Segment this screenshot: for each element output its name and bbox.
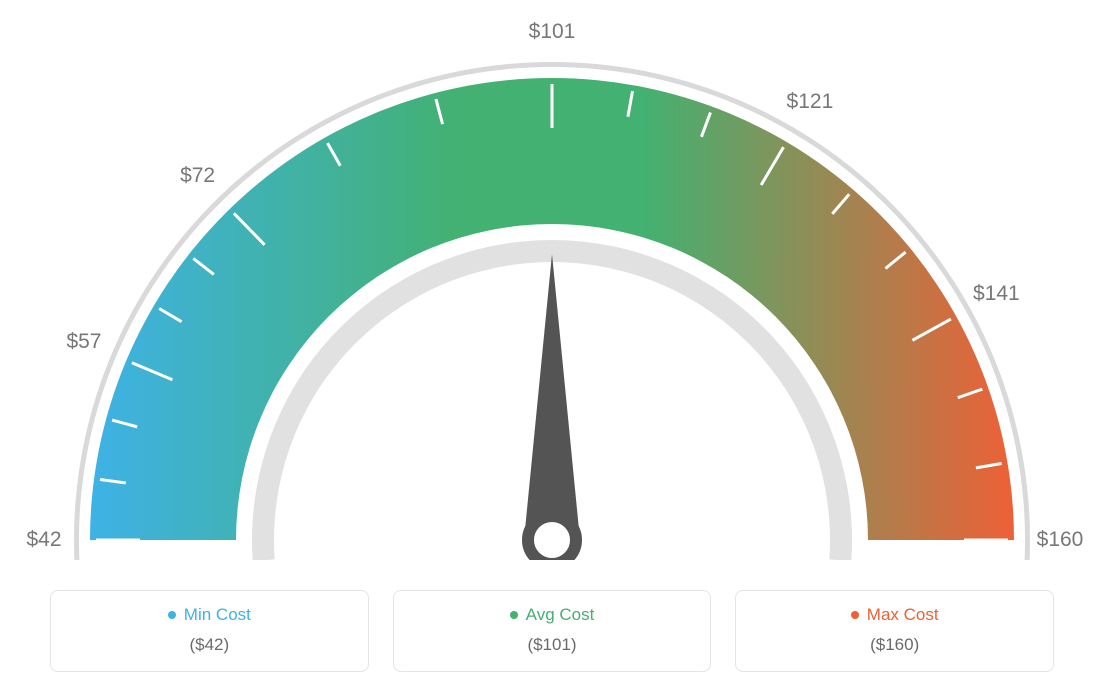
gauge-tick-label: $101 xyxy=(529,20,576,44)
gauge-tick-label: $57 xyxy=(66,330,101,354)
legend-dot-min xyxy=(168,611,176,619)
cost-gauge-chart: $42 $57 $72 $101 $121 $141 $160 xyxy=(0,0,1104,560)
legend-card-max: Max Cost ($160) xyxy=(735,590,1054,672)
gauge-tick-label: $121 xyxy=(787,90,834,114)
gauge-tick-label: $72 xyxy=(180,164,215,188)
legend-title-min: Min Cost xyxy=(184,605,251,625)
gauge-tick-label: $141 xyxy=(973,282,1020,306)
legend-value-avg: ($101) xyxy=(404,635,701,655)
gauge-hub xyxy=(528,516,576,560)
legend-card-avg: Avg Cost ($101) xyxy=(393,590,712,672)
legend-title-max: Max Cost xyxy=(867,605,939,625)
legend-row: Min Cost ($42) Avg Cost ($101) Max Cost … xyxy=(50,590,1054,672)
gauge-tick-label: $160 xyxy=(1037,528,1084,552)
legend-dot-avg xyxy=(510,611,518,619)
legend-value-max: ($160) xyxy=(746,635,1043,655)
legend-value-min: ($42) xyxy=(61,635,358,655)
legend-dot-max xyxy=(851,611,859,619)
legend-card-min: Min Cost ($42) xyxy=(50,590,369,672)
legend-title-avg: Avg Cost xyxy=(526,605,595,625)
gauge-svg xyxy=(0,0,1104,560)
gauge-tick-label: $42 xyxy=(26,528,61,552)
